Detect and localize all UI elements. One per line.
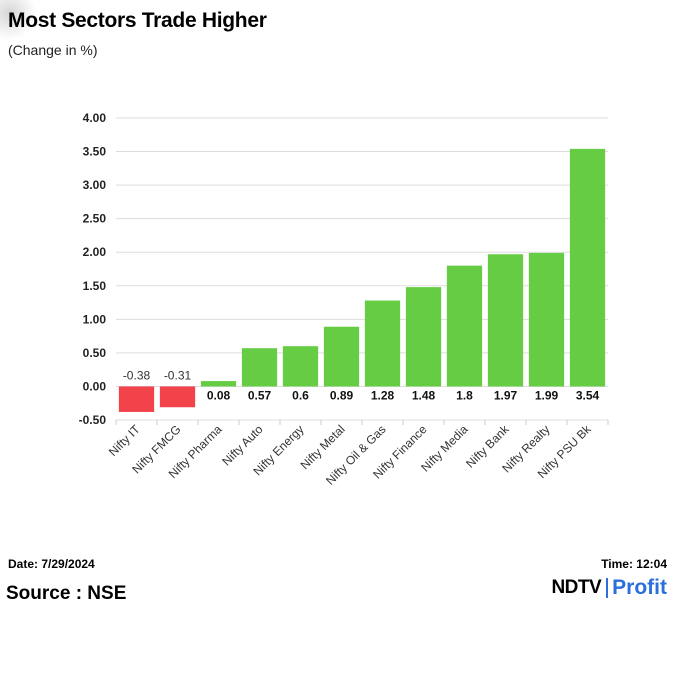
data-label: -0.31	[164, 368, 192, 382]
y-tick-label: 3.00	[83, 178, 107, 192]
bar	[241, 348, 278, 387]
data-label: -0.38	[123, 368, 151, 382]
data-label: 1.8	[456, 388, 473, 402]
logo-profit: Profit	[612, 576, 667, 599]
bar	[446, 265, 483, 387]
bar	[364, 300, 401, 387]
ndtv-profit-logo: NDTV Profit	[551, 576, 667, 600]
bar	[282, 346, 319, 387]
data-label: 0.57	[248, 388, 272, 402]
data-label: 3.54	[576, 388, 600, 402]
source-label: Source : NSE	[6, 583, 127, 604]
y-tick-label: -0.50	[79, 413, 107, 427]
time-label: Time: 12:04	[601, 557, 667, 571]
logo-divider	[606, 578, 609, 598]
y-tick-label: 2.50	[83, 212, 107, 226]
y-tick-label: 1.50	[83, 279, 107, 293]
bar	[405, 287, 442, 387]
y-tick-label: 3.50	[83, 145, 107, 159]
chart-title: Most Sectors Trade Higher	[8, 9, 267, 32]
y-tick-label: 0.50	[83, 346, 107, 360]
data-label: 0.6	[292, 388, 309, 402]
y-tick-label: 2.00	[83, 245, 107, 259]
bar	[323, 326, 360, 387]
data-label: 1.48	[412, 388, 436, 402]
data-label: 1.97	[494, 388, 518, 402]
data-label: 0.89	[330, 388, 354, 402]
bar	[569, 148, 606, 387]
y-tick-label: 1.00	[83, 312, 107, 326]
logo-ndtv: NDTV	[551, 577, 602, 598]
bar	[118, 386, 155, 412]
bar	[528, 252, 565, 387]
bar	[200, 381, 237, 387]
date-label: Date: 7/29/2024	[8, 557, 95, 571]
bar	[487, 254, 524, 387]
y-tick-label: 0.00	[83, 379, 107, 393]
data-label: 1.99	[535, 388, 559, 402]
y-tick-label: 4.00	[83, 111, 107, 125]
data-label: 1.28	[371, 388, 395, 402]
x-tick-label: Nifty IT	[106, 422, 143, 459]
chart-subtitle: (Change in %)	[8, 42, 98, 58]
bar	[159, 386, 196, 408]
data-label: 0.08	[207, 388, 231, 402]
